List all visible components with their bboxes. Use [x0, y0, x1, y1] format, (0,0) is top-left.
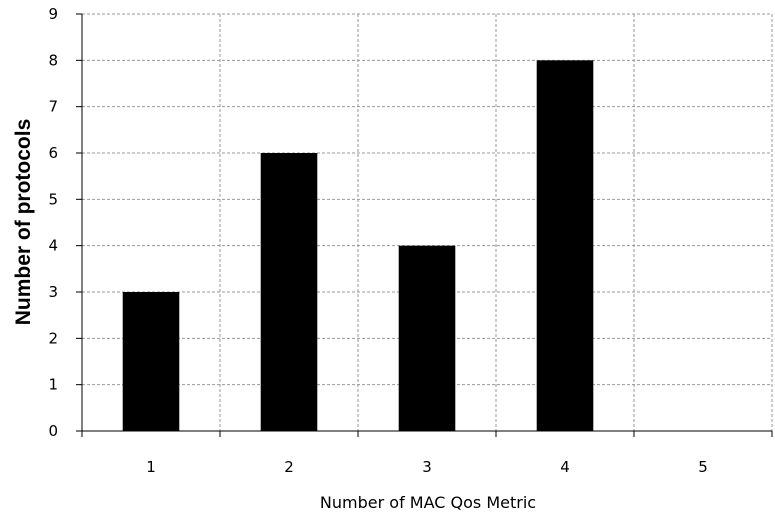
- x-axis-title: Number of MAC Qos Metric: [320, 493, 536, 512]
- x-axis-tick-labels: 1 2 3 4 5: [146, 458, 708, 476]
- x-tick-label: 5: [698, 458, 708, 476]
- y-tick-label: 4: [48, 237, 58, 255]
- y-tick-label: 6: [48, 144, 58, 162]
- x-tick-label: 4: [560, 458, 570, 476]
- bar: [398, 245, 456, 431]
- x-tick-label: 2: [284, 458, 294, 476]
- grid-lines: [82, 13, 773, 431]
- y-axis-tick-labels: 0 1 2 3 4 5 6 7 8 9: [48, 5, 58, 440]
- axes: [76, 13, 773, 437]
- y-tick-label: 5: [48, 190, 58, 208]
- y-tick-label: 0: [48, 422, 58, 440]
- y-tick-label: 2: [48, 329, 58, 347]
- x-tick-label: 1: [146, 458, 156, 476]
- bar: [122, 292, 180, 431]
- bar: [260, 153, 318, 431]
- x-tick-label: 3: [422, 458, 432, 476]
- y-tick-label: 3: [48, 283, 58, 301]
- y-axis-title: Number of protocols: [12, 119, 35, 326]
- bar-series: [122, 60, 594, 431]
- y-tick-label: 7: [48, 98, 58, 116]
- y-tick-label: 1: [48, 376, 58, 394]
- y-tick-label: 8: [48, 51, 58, 69]
- bar: [536, 60, 594, 431]
- y-tick-label: 9: [48, 5, 58, 23]
